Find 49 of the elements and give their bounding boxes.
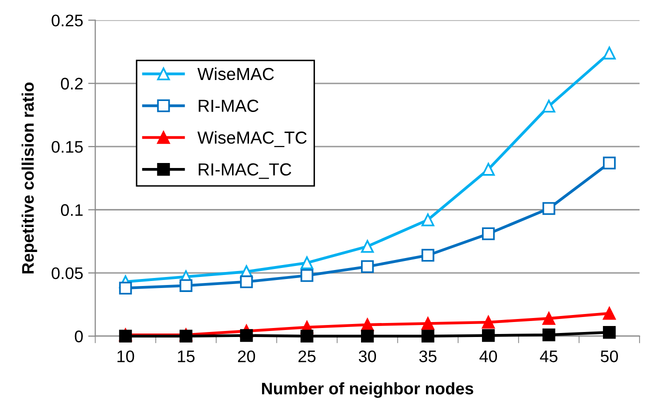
point xyxy=(300,256,314,270)
point xyxy=(542,100,556,113)
point xyxy=(542,312,556,325)
x-tick-label: 50 xyxy=(600,350,618,362)
x-tick-label: 15 xyxy=(178,350,195,362)
point xyxy=(240,275,253,288)
point xyxy=(361,240,374,253)
point xyxy=(482,227,495,240)
x-tick-label: 20 xyxy=(238,350,256,362)
point xyxy=(422,330,434,343)
legend-label: RI-MAC_TC xyxy=(198,163,292,179)
point xyxy=(482,316,495,329)
point xyxy=(602,46,616,60)
point xyxy=(602,306,616,320)
point xyxy=(602,156,616,170)
x-tick-label: 30 xyxy=(358,350,376,362)
point xyxy=(240,329,253,342)
point xyxy=(361,260,374,274)
y-tick-label: 0.25 xyxy=(52,14,83,26)
x-tick-label: 10 xyxy=(118,350,134,362)
point xyxy=(542,202,556,215)
point xyxy=(300,330,314,343)
point xyxy=(300,269,314,282)
point xyxy=(422,248,434,262)
point xyxy=(542,328,556,342)
point xyxy=(422,213,434,226)
x-tick-label: 35 xyxy=(419,350,436,362)
point xyxy=(119,282,132,294)
point xyxy=(180,330,192,343)
point xyxy=(602,326,616,339)
point xyxy=(119,330,132,343)
y-tick-label: 0.15 xyxy=(52,140,83,153)
point xyxy=(482,162,495,176)
x-axis-title: Number of neighbor nodes xyxy=(262,382,474,398)
y-tick-label: 0.2 xyxy=(60,78,83,90)
point xyxy=(482,329,495,342)
legend-label: WiseMAC_TC xyxy=(197,131,307,148)
x-tick-label: 40 xyxy=(479,350,497,362)
point xyxy=(180,279,192,292)
y-axis-title: Repetitive collision ratio xyxy=(22,82,38,274)
x-tick-label: 25 xyxy=(298,350,316,362)
y-tick-label: 0.1 xyxy=(60,204,83,216)
x-tick-label: 45 xyxy=(540,350,558,362)
y-tick-label: 0 xyxy=(74,330,83,342)
point xyxy=(361,330,374,343)
legend-label: RI-MAC xyxy=(198,100,258,112)
point xyxy=(422,317,434,330)
legend-label: WiseMAC xyxy=(197,67,274,80)
y-tick-label: 0.05 xyxy=(52,267,83,280)
